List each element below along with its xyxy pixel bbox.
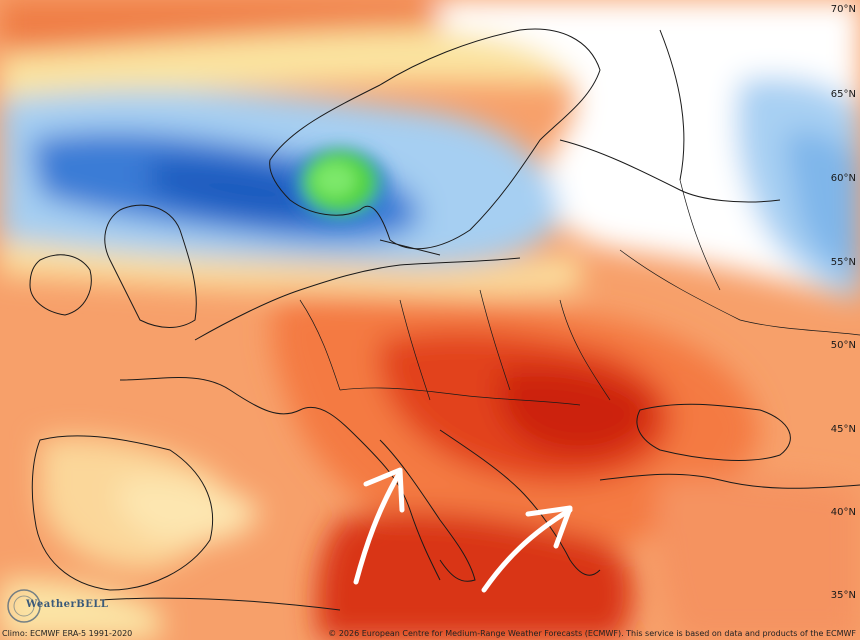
coastlines bbox=[29, 28, 860, 611]
lat-label-60: 60°N bbox=[830, 173, 856, 184]
lat-label-65: 65°N bbox=[830, 89, 856, 100]
logo-text: WeatherBELL bbox=[26, 599, 109, 610]
lat-label-35: 35°N bbox=[830, 590, 856, 601]
copyright-footer: © 2026 European Centre for Medium-Range … bbox=[328, 629, 856, 638]
lat-label-40: 40°N bbox=[830, 507, 856, 518]
logo-icon bbox=[7, 589, 41, 623]
lat-label-50: 50°N bbox=[830, 340, 856, 351]
arrow-italy bbox=[353, 469, 403, 585]
arrow-italy-head bbox=[363, 467, 405, 513]
climo-footer: Climo: ECMWF ERA-5 1991-2020 bbox=[2, 629, 133, 638]
weatherbell-logo: WeatherBELL bbox=[4, 586, 108, 626]
lat-label-70: 70°N bbox=[830, 4, 856, 15]
lat-label-45: 45°N bbox=[830, 424, 856, 435]
arrow-greece-head bbox=[525, 505, 573, 549]
arrow-greece bbox=[481, 507, 573, 593]
lat-label-55: 55°N bbox=[830, 257, 856, 268]
green-anomaly bbox=[292, 147, 388, 223]
curved-arrow-icon bbox=[353, 467, 573, 593]
